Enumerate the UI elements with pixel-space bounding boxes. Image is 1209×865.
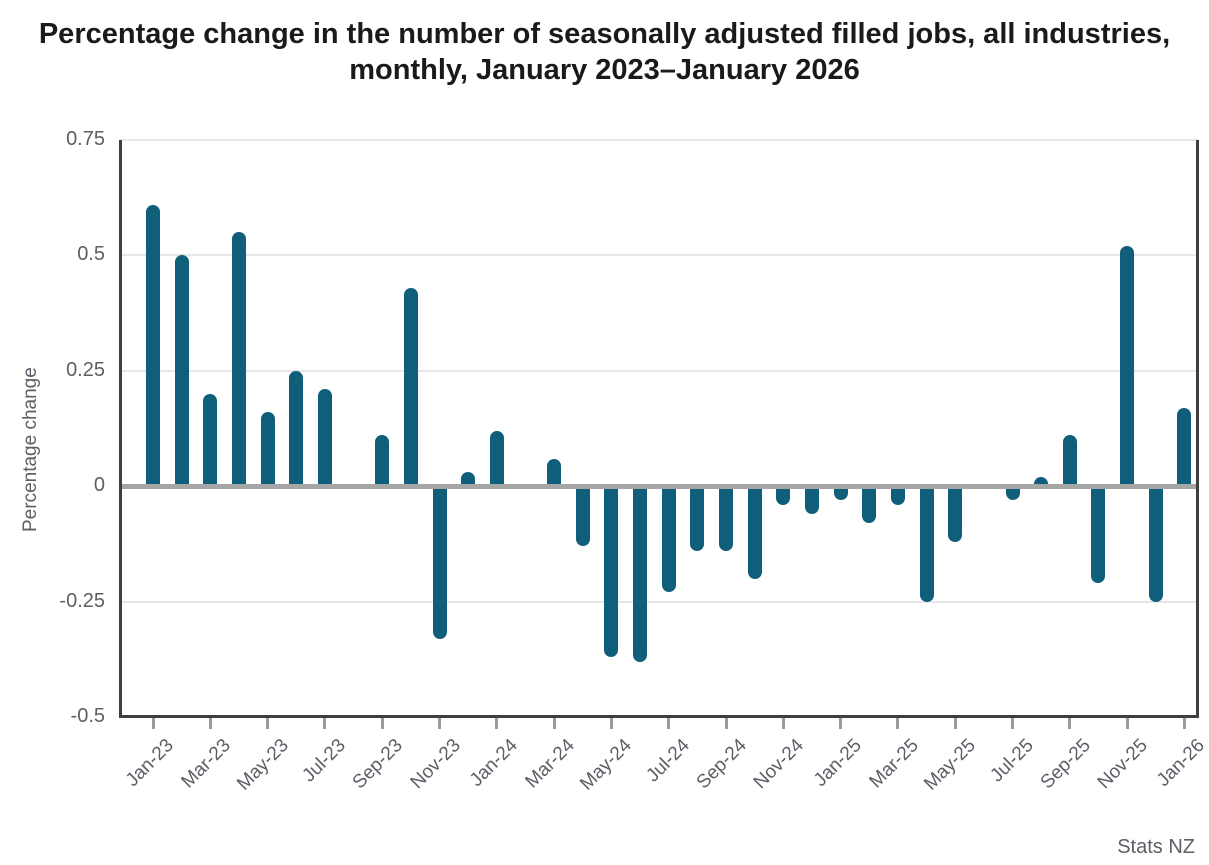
bar-Oct-23 bbox=[403, 287, 418, 487]
bar-Apr-23 bbox=[231, 232, 246, 487]
y-tick-label-0.25: 0.25 bbox=[66, 358, 105, 381]
bar-Feb-23 bbox=[174, 255, 189, 487]
bar-Jan-26 bbox=[1177, 407, 1192, 487]
x-tick-label-Sep-23: Sep-23 bbox=[348, 735, 408, 794]
bar-May-24 bbox=[604, 486, 619, 657]
gridline-0.5 bbox=[121, 254, 1198, 257]
x-tick-Jan-23 bbox=[151, 718, 155, 729]
x-tick-label-Nov-25: Nov-25 bbox=[1093, 735, 1152, 794]
bar-Dec-24 bbox=[804, 486, 819, 514]
x-tick-label-Nov-24: Nov-24 bbox=[749, 735, 809, 794]
x-tick-label-Mar-23: Mar-23 bbox=[177, 735, 236, 793]
y-tick-label-0.5: 0.5 bbox=[77, 243, 105, 266]
x-tick-label-Nov-23: Nov-23 bbox=[406, 735, 465, 794]
x-tick-label-Mar-24: Mar-24 bbox=[521, 735, 579, 793]
x-tick-label-Jan-23: Jan-23 bbox=[121, 735, 178, 791]
x-tick-Sep-23 bbox=[380, 718, 384, 729]
x-tick-Jan-24 bbox=[495, 718, 499, 729]
bar-Apr-25 bbox=[919, 486, 934, 602]
y-tick-label--0.5: -0.5 bbox=[70, 705, 105, 727]
bar-Nov-24 bbox=[776, 486, 791, 505]
bar-Oct-24 bbox=[747, 486, 762, 579]
bar-Nov-23 bbox=[432, 486, 447, 639]
bar-Mar-23 bbox=[203, 393, 218, 487]
y-tick-label-0: 0 bbox=[93, 474, 105, 497]
bar-Nov-25 bbox=[1120, 246, 1135, 487]
x-tick-Nov-23 bbox=[438, 718, 441, 729]
x-tick-label-May-25: May-25 bbox=[920, 735, 981, 795]
bar-Aug-25 bbox=[1034, 476, 1049, 487]
x-tick-label-May-23: May-23 bbox=[232, 735, 293, 795]
chart-title: Percentage change in the number of seaso… bbox=[38, 18, 1171, 86]
bar-Feb-25 bbox=[862, 486, 877, 524]
x-tick-Jan-25 bbox=[839, 718, 843, 729]
bar-Sep-24 bbox=[719, 486, 733, 551]
y-axis-line bbox=[119, 140, 122, 718]
source-attribution: Stats NZ bbox=[1117, 836, 1195, 858]
bar-Dec-25 bbox=[1148, 486, 1163, 602]
plot-area bbox=[121, 139, 1198, 717]
bar-Jul-23 bbox=[317, 389, 332, 487]
x-tick-label-Jul-23: Jul-23 bbox=[298, 735, 350, 787]
x-tick-label-Jan-24: Jan-24 bbox=[465, 735, 522, 791]
bar-Sep-23 bbox=[375, 435, 390, 487]
bar-May-25 bbox=[948, 486, 963, 542]
bar-Sep-25 bbox=[1062, 435, 1077, 487]
x-tick-label-Jan-26: Jan-26 bbox=[1153, 735, 1209, 791]
x-tick-Nov-25 bbox=[1125, 718, 1129, 729]
y-tick-label-0.75: 0.75 bbox=[66, 128, 105, 150]
bar-Apr-24 bbox=[575, 486, 590, 547]
x-tick-Mar-25 bbox=[896, 718, 900, 729]
bar-Mar-24 bbox=[547, 458, 562, 487]
zero-baseline bbox=[121, 483, 1198, 489]
x-tick-Mar-24 bbox=[552, 718, 556, 729]
bar-Jan-25 bbox=[833, 486, 848, 501]
bar-Oct-25 bbox=[1091, 486, 1106, 584]
x-tick-label-Sep-24: Sep-24 bbox=[692, 735, 751, 794]
x-tick-Sep-24 bbox=[724, 718, 728, 729]
x-tick-Jan-26 bbox=[1182, 718, 1186, 729]
x-tick-Jul-23 bbox=[323, 718, 327, 729]
x-tick-label-Jul-24: Jul-24 bbox=[642, 735, 694, 787]
bar-Aug-24 bbox=[690, 486, 705, 551]
x-tick-label-Jul-25: Jul-25 bbox=[985, 735, 1038, 787]
x-axis-line bbox=[119, 715, 1199, 718]
x-tick-Sep-25 bbox=[1068, 718, 1072, 729]
bar-Jun-23 bbox=[289, 370, 304, 487]
x-tick-Mar-23 bbox=[208, 718, 212, 729]
x-tick-Jul-25 bbox=[1011, 718, 1014, 729]
x-tick-May-24 bbox=[609, 718, 613, 729]
x-tick-label-Jan-25: Jan-25 bbox=[809, 735, 866, 791]
bar-Jun-24 bbox=[633, 486, 648, 662]
bar-Jan-23 bbox=[146, 204, 160, 487]
y-axis-title: Percentage change bbox=[20, 367, 41, 532]
gridline--0.25 bbox=[121, 600, 1198, 603]
x-tick-Jul-24 bbox=[667, 718, 671, 729]
bar-Jan-24 bbox=[489, 430, 504, 487]
x-tick-Nov-24 bbox=[781, 718, 785, 729]
x-tick-May-25 bbox=[953, 718, 957, 729]
bar-Jul-24 bbox=[661, 486, 676, 593]
plot-right-border bbox=[1196, 140, 1199, 718]
y-tick-label--0.25: -0.25 bbox=[59, 589, 105, 612]
x-tick-label-Sep-25: Sep-25 bbox=[1036, 735, 1095, 794]
x-tick-label-Mar-25: Mar-25 bbox=[865, 735, 923, 793]
bar-Jul-25 bbox=[1005, 486, 1020, 501]
x-tick-May-23 bbox=[266, 718, 270, 729]
bar-May-23 bbox=[260, 412, 275, 487]
bar-Mar-25 bbox=[890, 486, 905, 505]
bar-Dec-23 bbox=[461, 472, 476, 487]
x-tick-label-May-24: May-24 bbox=[576, 735, 637, 795]
gridline-0.25 bbox=[121, 369, 1198, 372]
gridline-0.75 bbox=[121, 139, 1198, 141]
